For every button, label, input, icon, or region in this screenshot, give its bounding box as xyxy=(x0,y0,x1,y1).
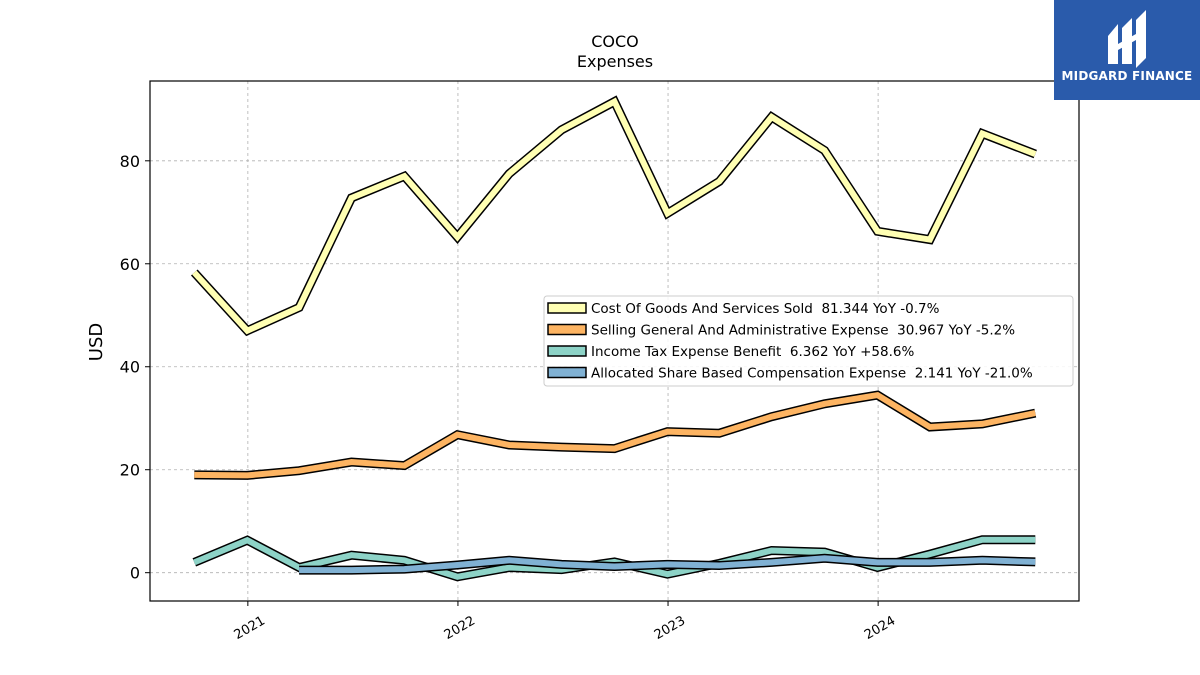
series-line-outline xyxy=(194,390,1037,480)
y-tick-label: 80 xyxy=(120,152,140,171)
midgard-logo-icon xyxy=(1108,10,1146,68)
legend-swatch xyxy=(547,302,587,314)
chart-subtitle: Expenses xyxy=(577,52,653,71)
y-tick-label: 0 xyxy=(130,564,140,583)
series-line xyxy=(194,390,1037,480)
brand-logo: MIDGARD FINANCE xyxy=(1054,0,1200,100)
axes-frame xyxy=(149,80,1080,602)
x-tick-label: 2023 xyxy=(652,613,688,643)
legend-box xyxy=(543,295,1074,387)
series-line-fill xyxy=(194,391,1036,479)
series-line-fill xyxy=(192,97,1037,335)
legend-swatch xyxy=(547,323,587,336)
brand-name: MIDGARD FINANCE xyxy=(1061,69,1193,83)
legend-swatch xyxy=(547,366,587,379)
x-tick-label: 2024 xyxy=(862,613,898,643)
y-tick-label: 60 xyxy=(120,255,140,274)
series-lines xyxy=(190,95,1037,582)
legend-entry: Selling General And Administrative Expen… xyxy=(591,323,1015,339)
y-tick-label: 20 xyxy=(120,461,140,480)
series-line-fill xyxy=(299,555,1036,574)
y-axis-label: USD xyxy=(86,323,107,361)
x-tick-label: 2021 xyxy=(232,613,268,643)
legend-entry: Income Tax Expense Benefit 6.362 YoY +58… xyxy=(591,344,914,360)
x-tick-label: 2022 xyxy=(442,613,478,643)
legend-entry: Cost Of Goods And Services Sold 81.344 Y… xyxy=(591,301,940,317)
y-tick-label: 40 xyxy=(120,358,140,377)
chart-title: COCO xyxy=(591,32,639,51)
series-line xyxy=(190,95,1037,337)
legend-entry: Allocated Share Based Compensation Expen… xyxy=(591,366,1033,382)
legend: Cost Of Goods And Services Sold 81.344 Y… xyxy=(543,295,1074,387)
series-line xyxy=(299,553,1036,575)
legend-swatch xyxy=(547,345,587,357)
